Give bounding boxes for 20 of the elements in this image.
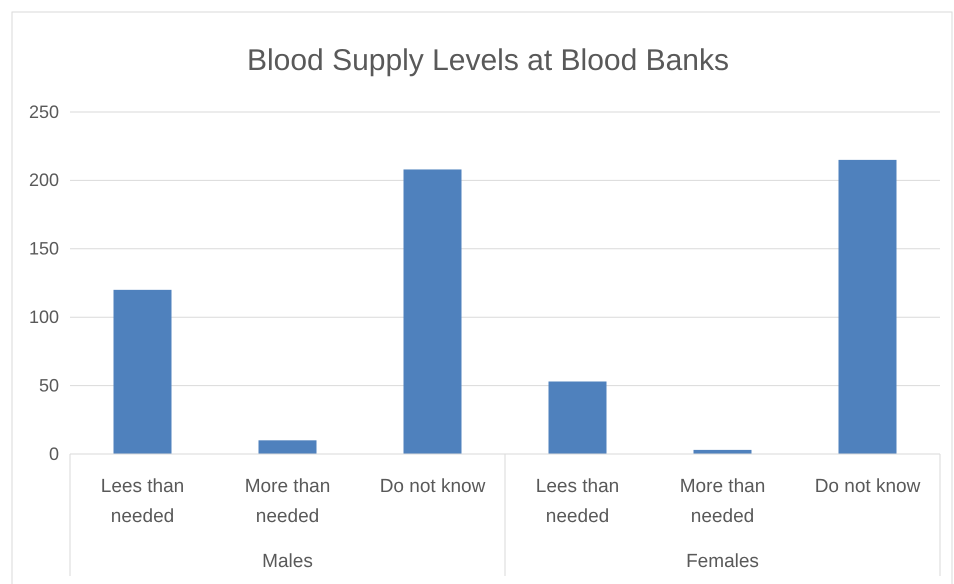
x-tick-label: More than needed: [680, 476, 766, 527]
x-tick-label: Do not know: [380, 476, 486, 497]
bar: [548, 381, 606, 454]
text: Females: [686, 551, 759, 572]
y-tick-label: 250: [28, 102, 59, 122]
y-tick-label: 0: [48, 444, 59, 464]
bar: [114, 290, 172, 454]
x-tick-label: Lees than needed: [100, 476, 184, 527]
x-tick-label: More than needed: [244, 476, 330, 527]
y-tick-label: 150: [28, 238, 59, 259]
bar: [838, 160, 896, 454]
text: Males: [262, 551, 313, 572]
y-tick-label: 50: [38, 375, 59, 396]
y-tick-label: 100: [28, 306, 59, 327]
y-tick-label: 200: [28, 170, 59, 190]
x-tick-label: Do not know: [814, 476, 921, 497]
bar: [404, 169, 462, 454]
bar: [258, 440, 316, 454]
x-tick-label: Lees than needed: [536, 476, 620, 527]
chart-title: Blood Supply Levels at Blood Banks: [247, 44, 729, 77]
